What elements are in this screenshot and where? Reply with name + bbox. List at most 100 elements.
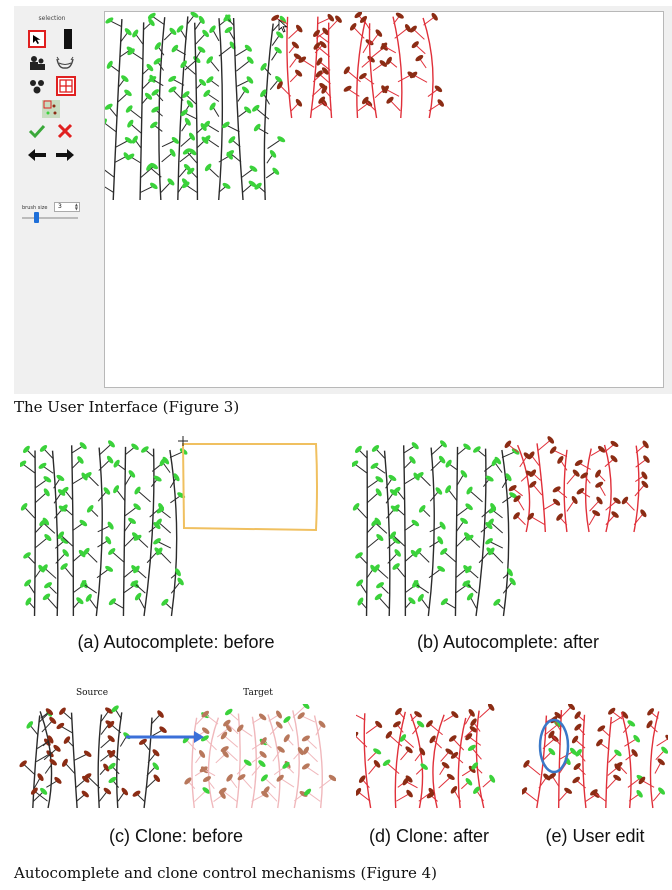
leaf: [133, 565, 140, 574]
leaf: [614, 749, 622, 757]
leaf: [60, 504, 68, 512]
leaf: [406, 789, 413, 798]
leaf: [301, 735, 310, 742]
leaf: [188, 148, 197, 156]
branch-stroke: [32, 715, 41, 809]
leaf: [343, 85, 352, 92]
figure-tool-button[interactable]: [28, 54, 46, 72]
leaf: [429, 735, 436, 744]
leaf: [466, 486, 473, 495]
leaf: [596, 496, 603, 505]
twig-stroke: [251, 763, 263, 776]
spin-arrows-icon[interactable]: ▲ ▼: [74, 202, 78, 211]
previous-button[interactable]: [27, 146, 47, 164]
drawing-canvas[interactable]: [104, 11, 664, 388]
branch-stroke: [605, 716, 613, 809]
twig-stroke: [272, 749, 282, 762]
grid-tool-button[interactable]: [56, 76, 76, 96]
leaf: [293, 53, 302, 60]
leaf: [180, 60, 187, 69]
leaf: [206, 56, 214, 64]
leaf: [465, 503, 473, 511]
leaf: [411, 41, 419, 49]
twig-stroke: [479, 706, 492, 718]
selection-rectangle: [181, 443, 318, 532]
branch-stroke: [557, 710, 563, 809]
twig-stroke: [593, 791, 607, 802]
twig-stroke: [184, 59, 198, 71]
leaf: [263, 786, 270, 794]
leaf: [352, 503, 360, 511]
twig-stroke: [388, 734, 403, 747]
leaf: [375, 488, 382, 497]
leaf: [121, 75, 129, 82]
leaf: [393, 486, 401, 494]
leaf: [182, 91, 190, 98]
leaf: [590, 789, 598, 796]
leaf: [54, 776, 62, 784]
leaf: [412, 579, 419, 588]
leaf: [105, 707, 113, 714]
reject-button[interactable]: [56, 122, 74, 140]
brush-size-spinbox[interactable]: 3 ▲ ▼: [54, 202, 80, 212]
leaf: [375, 29, 383, 37]
leaf: [405, 746, 413, 754]
branch-stroke: [194, 22, 199, 201]
texture-tool-button[interactable]: [42, 100, 60, 118]
twig-stroke: [385, 88, 400, 97]
brush-size-slider-track[interactable]: [22, 217, 78, 219]
leaf: [315, 70, 323, 78]
branch-stroke: [232, 17, 244, 201]
leaf: [613, 774, 622, 781]
leaf: [485, 475, 494, 482]
leaf: [159, 726, 167, 734]
leaf: [448, 735, 457, 742]
leaf: [471, 762, 479, 770]
leaf: [357, 597, 364, 606]
leaf: [610, 440, 619, 447]
twig-stroke: [34, 537, 49, 549]
leaf: [356, 787, 362, 796]
leaf: [465, 733, 473, 741]
brush-tool-button[interactable]: [62, 28, 74, 50]
next-button[interactable]: [55, 146, 75, 164]
twig-stroke: [544, 723, 559, 736]
twig-stroke: [46, 596, 58, 609]
panel-c-drawing: [19, 704, 336, 809]
crosshair-cursor-icon: [178, 436, 188, 446]
twig-stroke: [180, 136, 193, 147]
cluster-tool-button[interactable]: [28, 78, 46, 96]
leaf: [202, 787, 211, 794]
leaf: [361, 96, 369, 105]
branch-stroke: [633, 445, 640, 533]
leaf: [440, 548, 448, 555]
leaf: [19, 760, 27, 768]
leaf: [153, 538, 161, 545]
twig-stroke: [438, 776, 452, 789]
twig-stroke: [237, 89, 246, 102]
leaf: [107, 440, 115, 448]
twig-stroke: [428, 568, 442, 579]
lasso-tool-button[interactable]: [54, 54, 76, 72]
leaf: [638, 776, 646, 785]
leaf: [42, 593, 51, 601]
leaf: [522, 787, 528, 795]
brush-size-slider-handle[interactable]: [34, 212, 39, 223]
twig-stroke: [146, 550, 159, 564]
branch-stroke: [392, 16, 403, 119]
twig-stroke: [264, 777, 276, 789]
app-window: selection: [14, 6, 672, 394]
leaf: [220, 746, 229, 753]
leaf: [218, 787, 227, 794]
leaf: [76, 597, 84, 605]
leaf: [418, 505, 426, 513]
leaf: [44, 534, 52, 542]
leaf: [596, 739, 603, 747]
accept-button[interactable]: [28, 122, 46, 140]
leaf: [491, 458, 498, 467]
leaf: [279, 15, 287, 24]
leaf: [574, 723, 582, 731]
twig-stroke: [374, 522, 388, 534]
branch-stroke: [207, 717, 220, 809]
select-tool-button[interactable]: [28, 30, 46, 48]
